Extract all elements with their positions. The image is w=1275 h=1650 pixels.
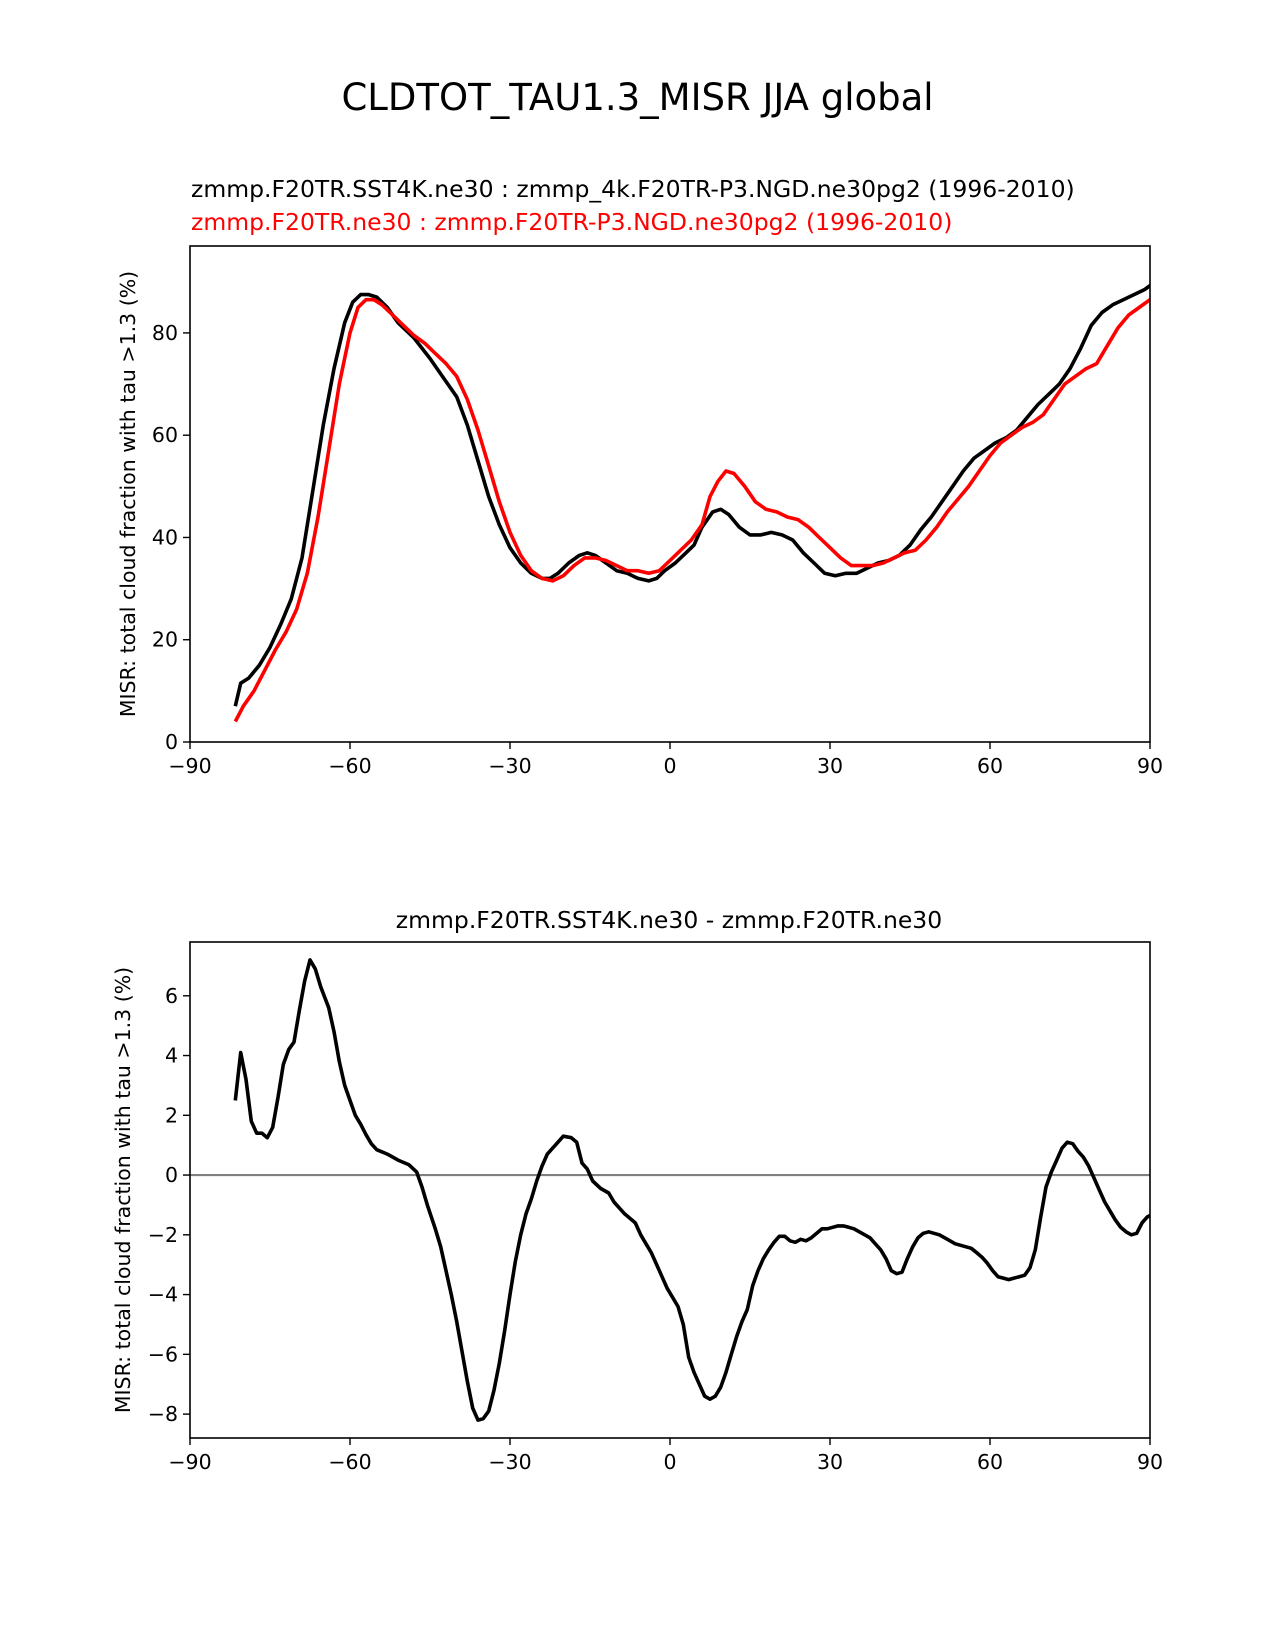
x-tick-label: 90 [1137,754,1163,778]
diff-title: zmmp.F20TR.SST4K.ne30 - zmmp.F20TR.ne30 [396,906,942,934]
ref-title: zmmp.F20TR.ne30 : zmmp.F20TR-P3.NGD.ne30… [191,208,952,236]
x-tick-label: 0 [663,754,676,778]
y-tick-label: 40 [152,525,178,549]
y-tick-label: 0 [165,1163,178,1187]
x-tick-label: −90 [168,754,211,778]
series-line-test [233,283,1150,707]
difference-panel: zmmp.F20TR.SST4K.ne30 - zmmp.F20TR.ne30 … [111,906,1163,1474]
y-axis-label: MISR: total cloud fraction with tau >1.3… [111,967,135,1413]
figure-suptitle: CLDTOT_TAU1.3_MISR JJA global [341,76,933,119]
y-tick-label: 0 [165,730,178,754]
y-tick-label: −8 [148,1402,178,1426]
x-tick-label: −30 [488,1450,531,1474]
x-tick-label: 30 [817,1450,843,1474]
x-tick-label: −30 [488,754,531,778]
y-tick-label: −2 [148,1223,178,1247]
series-line-diff [233,958,1150,1422]
y-tick-label: 60 [152,423,178,447]
x-tick-label: 60 [977,754,1003,778]
x-tick-label: −90 [168,1450,211,1474]
y-tick-label: 2 [165,1103,178,1127]
zonal-mean-panel: zmmp.F20TR.SST4K.ne30 : zmmp_4k.F20TR-P3… [116,175,1163,778]
y-tick-label: −6 [148,1342,178,1366]
series-line-ref [233,297,1150,723]
y-tick-label: 6 [165,984,178,1008]
x-tick-label: −60 [328,754,371,778]
x-tick-label: 60 [977,1450,1003,1474]
x-tick-label: 0 [663,1450,676,1474]
x-tick-label: 90 [1137,1450,1163,1474]
y-tick-label: −4 [148,1283,178,1307]
y-axis-label: MISR: total cloud fraction with tau >1.3… [116,271,140,717]
x-tick-label: 30 [817,754,843,778]
plot-frame [189,941,1151,1439]
plot-frame [189,245,1151,743]
y-tick-label: 80 [152,321,178,345]
test-title: zmmp.F20TR.SST4K.ne30 : zmmp_4k.F20TR-P3… [191,175,1075,203]
y-tick-label: 4 [165,1044,178,1068]
y-tick-label: 20 [152,628,178,652]
x-tick-label: −60 [328,1450,371,1474]
